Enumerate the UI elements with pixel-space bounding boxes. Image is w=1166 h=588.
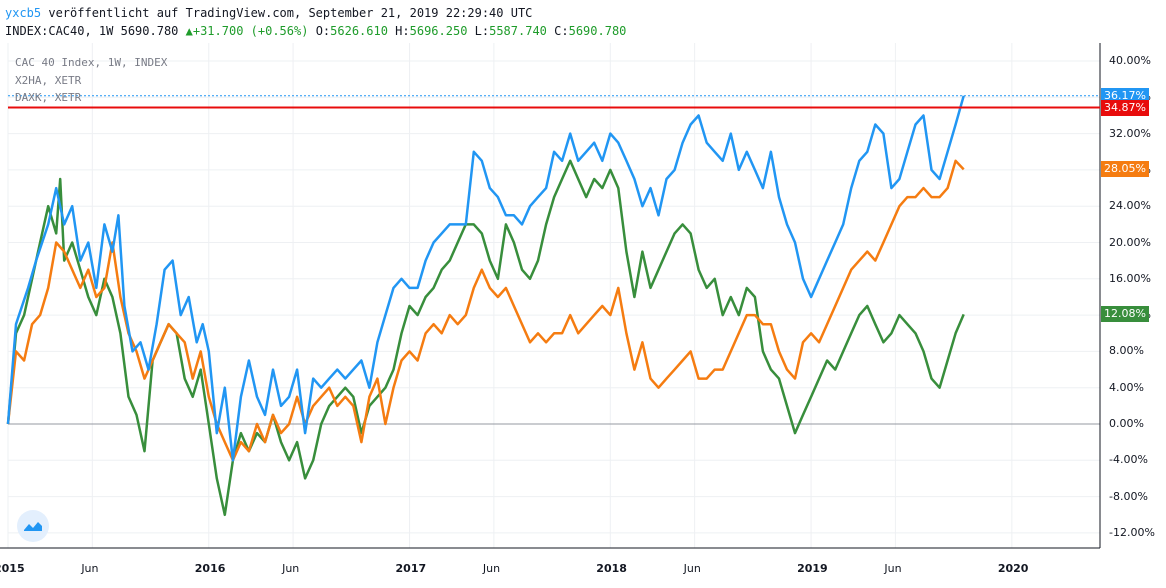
- badge-x2ha: 28.05%: [1101, 161, 1149, 178]
- badge-daxk: 12.08%: [1101, 306, 1149, 323]
- x-tick-label: Jun: [884, 562, 902, 575]
- open-label: O:: [315, 24, 331, 38]
- up-arrow-icon: ▲: [185, 24, 193, 38]
- y-tick-label: 32.00%: [1109, 126, 1151, 140]
- y-tick-label: -12.00%: [1109, 525, 1155, 539]
- author-link[interactable]: yxcb5: [5, 6, 42, 20]
- series-line-cac40: [6, 95, 965, 462]
- x-tick-label: 2016: [194, 562, 226, 575]
- symbol-line: INDEX:CAC40, 1W 5690.780: [5, 24, 179, 38]
- tradingview-logo-icon[interactable]: [17, 510, 49, 542]
- x-tick-label: Jun: [482, 562, 501, 575]
- close-label: C:: [554, 24, 569, 38]
- low-label: L:: [474, 24, 490, 38]
- y-tick-label: 0.00%: [1109, 417, 1144, 430]
- x-tick-label: 2020: [997, 562, 1029, 575]
- y-tick-label: 4.00%: [1109, 380, 1144, 394]
- legend-cac40[interactable]: CAC 40 Index, 1W, INDEX: [15, 56, 168, 69]
- open-value: 5626.610: [330, 24, 388, 38]
- y-tick-label: 8.00%: [1109, 344, 1144, 358]
- x-tick-label: Jun: [81, 562, 99, 575]
- high-label: H:: [395, 24, 410, 38]
- y-tick-label: -8.00%: [1109, 489, 1148, 503]
- y-tick-label: 24.00%: [1109, 199, 1151, 213]
- grid-lines: [7, 43, 1100, 548]
- change-value: +31.700 (+0.56%): [192, 24, 309, 38]
- y-tick-label: -4.00%: [1109, 453, 1148, 467]
- x-tick-label: 2019: [797, 562, 828, 575]
- publish-text: veröffentlicht auf TradingView.com, Sept…: [48, 6, 533, 20]
- y-tick-label: 20.00%: [1109, 235, 1151, 249]
- high-value: 5696.250: [409, 24, 468, 38]
- x-tick-label: Jun: [683, 562, 701, 575]
- legend-daxk[interactable]: DAXK, XETR: [15, 91, 82, 104]
- low-value: 5587.740: [489, 24, 547, 38]
- series-layer: [6, 95, 965, 517]
- legend-x2ha[interactable]: X2HA, XETR: [15, 74, 82, 87]
- x-tick-label: 2017: [395, 562, 427, 575]
- y-tick-label: 40.00%: [1109, 54, 1151, 67]
- x-tick-label: Jun: [282, 562, 300, 575]
- x-tick-label: 2015: [0, 562, 25, 575]
- publish-info: yxcb5 veröffentlicht auf TradingView.com…: [5, 6, 532, 20]
- symbol-info: INDEX:CAC40, 1W 5690.780 ▲+31.700 (+0.56…: [5, 24, 626, 38]
- badge-level: 34.87%: [1101, 99, 1149, 116]
- y-tick-label: 16.00%: [1109, 271, 1151, 285]
- close-value: 5690.780: [568, 24, 627, 38]
- series-line-x2ha: [6, 159, 965, 462]
- x-tick-label: 2018: [596, 562, 627, 575]
